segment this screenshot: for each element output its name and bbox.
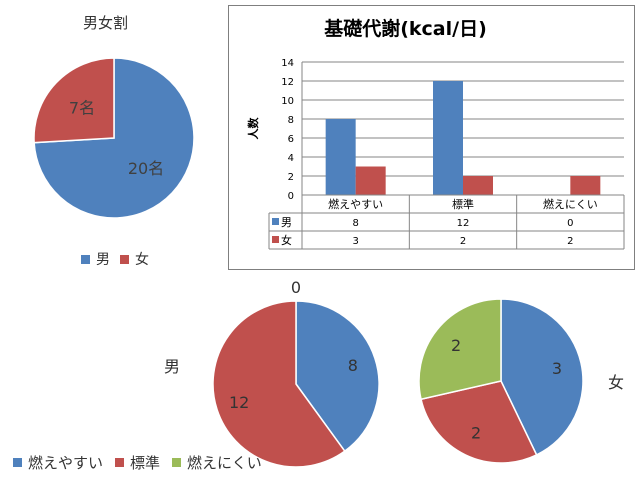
female-pie-slice-1 (500, 298, 584, 456)
female-pie-slice-3 (418, 298, 502, 401)
male-pie-data-label-2: 12 (229, 393, 249, 412)
table-cell-1-1: 8 (352, 218, 358, 229)
male-pie-data-label-1: 8 (348, 356, 358, 375)
female-pie-data-label-1: 3 (552, 359, 562, 378)
category-legend: 燃えやすい 標準 燃えにくい (13, 452, 262, 473)
legend-label-female: 女 (135, 252, 149, 268)
bar-y-tick-label-8: 14 (281, 58, 294, 69)
female-pie-slice-2 (420, 380, 538, 464)
bar-y-tick-label-6: 10 (281, 96, 294, 107)
bar-female-1 (355, 166, 386, 195)
bar-y-tick-label-4: 6 (288, 134, 294, 145)
female-pie-data-label-3: 2 (451, 336, 461, 355)
female-pie-title: 女 (608, 373, 625, 392)
gender-pie-slice-2 (33, 57, 115, 144)
legend-swatch-male (81, 254, 90, 264)
legend-swatch-burn-hard (172, 458, 182, 467)
female-pie-data-label-2: 2 (471, 423, 481, 442)
legend-label-standard: 標準 (130, 454, 161, 472)
male-pie-slice-1 (295, 300, 380, 453)
table-legend-swatch-1 (272, 218, 279, 225)
table-cell-1-2: 12 (457, 218, 470, 229)
table-legend-swatch-2 (272, 236, 279, 243)
bar-male-1 (325, 119, 356, 195)
legend-label-male: 男 (96, 252, 110, 268)
bar-y-axis-title: 人数 (246, 117, 260, 140)
legend-swatch-standard (115, 458, 125, 467)
male-pie-title: 男 (164, 357, 181, 376)
bar-y-tick-label-2: 2 (288, 172, 294, 183)
legend-swatch-burn-easy (13, 458, 22, 467)
bar-female-2 (463, 176, 493, 195)
gender-pie-title: 男女割 (83, 14, 129, 32)
legend-label-burn-hard: 燃えにくい (187, 454, 262, 472)
gender-legend: 男 女 (81, 249, 149, 269)
male-pie-data-label-3: 0 (291, 278, 301, 297)
table-series-name-2: 女 (281, 233, 292, 247)
bar-chart-title: 基礎代謝(kcal/日) (324, 18, 487, 40)
bar-y-tick-label-7: 12 (281, 77, 294, 88)
bar-y-tick-label-1: 0 (288, 191, 294, 202)
table-category-label-3: 燃えにくい (543, 197, 598, 211)
bar-male-2 (433, 81, 463, 195)
table-cell-1-3: 0 (567, 218, 573, 229)
legend-label-burn-easy: 燃えやすい (28, 454, 104, 472)
bar-y-tick-label-5: 8 (288, 115, 294, 126)
male-pie-slice-2 (212, 300, 346, 468)
table-cell-2-3: 2 (567, 236, 573, 247)
table-category-label-2: 標準 (452, 197, 474, 211)
legend-swatch-female (120, 254, 129, 264)
table-series-name-1: 男 (281, 216, 292, 229)
bar-female-3 (570, 176, 601, 195)
gender-pie-data-label-1: 20名 (128, 159, 164, 178)
bar-y-tick-label-3: 4 (288, 153, 294, 164)
table-cell-2-2: 2 (460, 236, 466, 247)
gender-pie-data-label-2: 7名 (69, 98, 95, 117)
table-cell-2-1: 3 (352, 236, 358, 247)
bar-chart-frame (228, 5, 635, 270)
table-category-label-1: 燃えやすい (328, 197, 383, 211)
